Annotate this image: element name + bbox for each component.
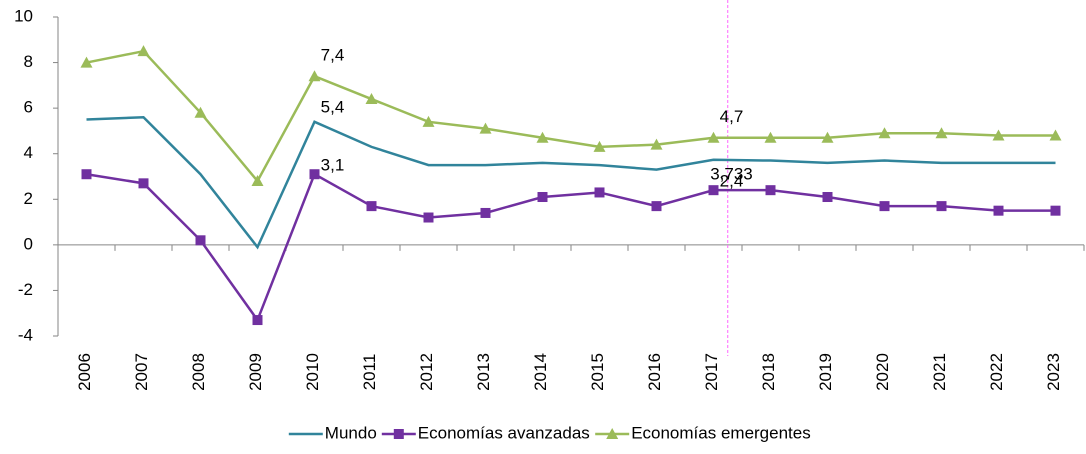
point: [365, 93, 378, 105]
point: [479, 122, 492, 134]
data-label: 4,7: [720, 107, 744, 126]
data-label: 7,4: [321, 46, 345, 65]
data-label: 5,4: [321, 97, 345, 116]
point: [195, 235, 206, 246]
y-tick-label: -2: [18, 280, 33, 299]
y-tick-label: 2: [24, 189, 33, 208]
legend-label: Economías avanzadas: [418, 423, 590, 442]
x-tick-label: 2010: [303, 353, 322, 391]
y-tick-label: 0: [24, 234, 33, 253]
legend-marker: [393, 429, 404, 439]
point: [251, 175, 264, 187]
y-tick-label: 8: [24, 52, 33, 71]
point: [138, 178, 149, 189]
x-tick-label: 2023: [1044, 353, 1063, 391]
x-tick-label: 2007: [132, 353, 151, 391]
legend-marker: [606, 428, 619, 439]
x-tick-label: 2022: [987, 353, 1006, 391]
point: [992, 129, 1005, 141]
x-tick-label: 2020: [873, 353, 892, 391]
point: [423, 212, 434, 223]
y-tick-label: 6: [24, 98, 33, 117]
point: [252, 315, 263, 326]
x-tick-label: 2019: [816, 353, 835, 391]
series-line: [86, 115, 1056, 250]
point: [593, 140, 606, 152]
point: [935, 127, 948, 139]
point: [309, 169, 320, 180]
data-label: 3,1: [321, 156, 345, 175]
y-tick-label: -4: [18, 325, 33, 344]
x-tick-label: 2021: [930, 353, 949, 391]
x-tick-label: 2006: [75, 353, 94, 391]
point: [1049, 129, 1062, 141]
point: [764, 131, 777, 143]
point: [708, 185, 719, 196]
point: [536, 131, 549, 143]
data-label: 2,4: [720, 172, 744, 191]
point: [936, 201, 947, 212]
point: [80, 56, 93, 68]
point: [308, 70, 321, 82]
legend-label: Mundo: [325, 423, 377, 442]
x-tick-label: 2016: [645, 353, 664, 391]
point: [878, 127, 891, 139]
x-tick-label: 2008: [189, 353, 208, 391]
point: [822, 192, 833, 203]
y-tick-label: 10: [14, 6, 33, 25]
legend-label: Economías emergentes: [631, 423, 811, 442]
x-tick-label: 2018: [759, 353, 778, 391]
point: [81, 169, 92, 180]
x-tick-label: 2014: [531, 353, 550, 391]
point: [422, 115, 435, 127]
point: [879, 201, 890, 212]
y-tick-label: 4: [24, 143, 33, 162]
point: [821, 131, 834, 143]
point: [137, 45, 150, 57]
series-line: [86, 49, 1056, 184]
point: [707, 131, 720, 143]
point: [651, 201, 662, 212]
data-label: 3,733: [710, 164, 753, 183]
series-line: [86, 172, 1056, 323]
x-tick-label: 2012: [417, 353, 436, 391]
point: [194, 106, 207, 118]
point: [537, 192, 548, 203]
x-tick-label: 2015: [588, 353, 607, 391]
point: [993, 205, 1004, 216]
x-tick-label: 2011: [360, 354, 379, 391]
point: [366, 201, 377, 212]
point: [765, 185, 776, 196]
point: [1050, 205, 1061, 216]
point: [650, 138, 663, 150]
x-tick-label: 2009: [246, 353, 265, 391]
point: [480, 207, 491, 218]
point: [594, 187, 605, 198]
x-tick-label: 2013: [474, 353, 493, 391]
x-tick-label: 2017: [702, 353, 721, 391]
